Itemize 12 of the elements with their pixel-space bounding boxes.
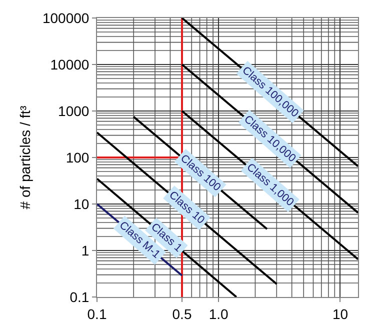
x-tick-label: 0.5 — [172, 306, 192, 322]
y-axis-title: # of particles / ft³ — [17, 105, 34, 210]
y-tick-label: 0.1 — [70, 288, 90, 305]
x-tick-label: 0.1 — [87, 306, 107, 322]
y-tick-label: 100 — [66, 149, 90, 166]
x-tick-label: 10 — [332, 306, 348, 322]
y-tick-label: 1000 — [58, 102, 90, 119]
y-tick-label: 100000 — [42, 10, 90, 26]
x-tick-label: 1.0 — [208, 306, 229, 322]
y-tick-label: 1 — [81, 242, 90, 258]
y-tick-label: 10 — [74, 196, 90, 212]
y-tick-label: 10000 — [50, 56, 90, 72]
